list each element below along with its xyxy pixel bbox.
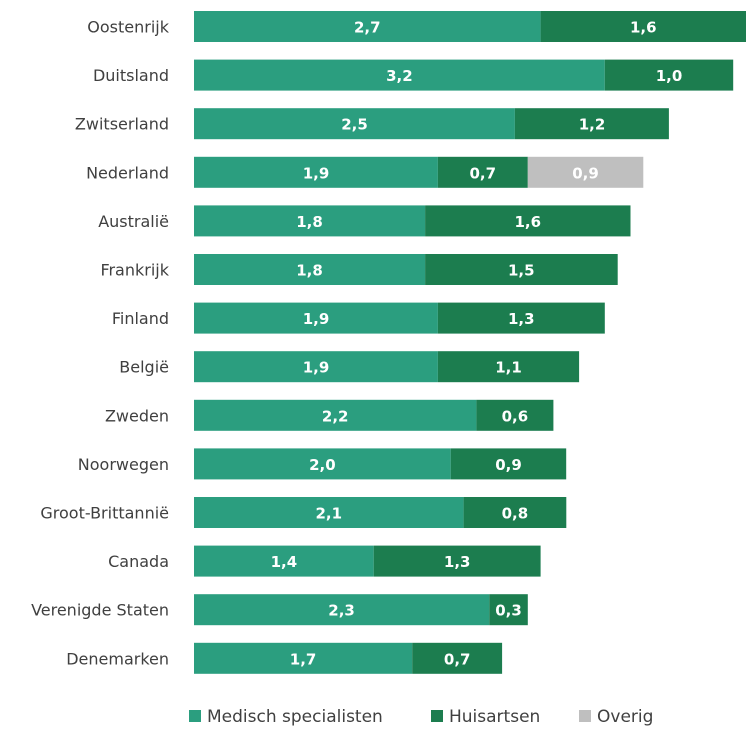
value-label-medisch-specialisten-zwitserland: 2,5 <box>341 116 368 134</box>
category-label-noorwegen: Noorwegen <box>78 455 169 474</box>
value-label-huisartsen-oostenrijk: 1,6 <box>630 19 657 37</box>
legend-swatch-huisartsen <box>431 710 443 722</box>
value-label-huisartsen-australie: 1,6 <box>515 213 542 231</box>
value-label-huisartsen-frankrijk: 1,5 <box>508 262 535 280</box>
bar-medisch-specialisten-nederland <box>194 156 438 188</box>
bar-huisartsen-noorwegen <box>450 448 567 480</box>
bar-medisch-specialisten-oostenrijk <box>194 11 541 42</box>
bar-huisartsen-groot-brittannie <box>463 497 567 528</box>
category-label-finland: Finland <box>112 309 169 328</box>
bar-medisch-specialisten-belgie <box>194 351 438 383</box>
category-label-canada: Canada <box>108 552 169 571</box>
bar-medisch-specialisten-zwitserland <box>194 108 515 140</box>
value-label-huisartsen-nederland: 0,7 <box>470 164 497 182</box>
value-label-huisartsen-canada: 1,3 <box>444 553 471 571</box>
value-label-medisch-specialisten-canada: 1,4 <box>271 553 298 571</box>
bar-overig-nederland <box>527 156 644 188</box>
bar-huisartsen-zwitserland <box>514 108 669 140</box>
value-label-huisartsen-noorwegen: 0,9 <box>495 456 522 474</box>
value-label-medisch-specialisten-denemarken: 1,7 <box>290 650 317 668</box>
bar-huisartsen-duitsland <box>604 59 734 91</box>
value-label-huisartsen-zweden: 0,6 <box>502 407 529 425</box>
bar-medisch-specialisten-denemarken <box>194 642 413 674</box>
value-label-medisch-specialisten-oostenrijk: 2,7 <box>354 19 381 37</box>
value-label-huisartsen-zwitserland: 1,2 <box>579 116 606 134</box>
bar-huisartsen-zweden <box>476 399 554 431</box>
value-label-huisartsen-belgie: 1,1 <box>495 359 522 377</box>
category-label-frankrijk: Frankrijk <box>100 261 169 280</box>
bar-medisch-specialisten-groot-brittannie <box>194 497 464 528</box>
legend: Medisch specialisten Huisartsen Overig <box>189 707 653 727</box>
value-label-huisartsen-verenigde-staten: 0,3 <box>495 602 522 620</box>
bar-medisch-specialisten-finland <box>194 302 438 334</box>
value-label-medisch-specialisten-finland: 1,9 <box>303 310 330 328</box>
value-label-huisartsen-duitsland: 1,0 <box>656 67 683 85</box>
bar-huisartsen-finland <box>437 302 605 334</box>
bar-huisartsen-denemarken <box>412 642 503 674</box>
bar-huisartsen-australie <box>425 205 631 237</box>
legend-swatch-medisch-specialisten <box>189 710 201 722</box>
value-label-medisch-specialisten-nederland: 1,9 <box>303 164 330 182</box>
value-label-medisch-specialisten-zweden: 2,2 <box>322 407 349 425</box>
bar-huisartsen-nederland <box>437 156 528 188</box>
category-label-australie: Australië <box>98 212 169 231</box>
value-label-huisartsen-denemarken: 0,7 <box>444 650 471 668</box>
bar-medisch-specialisten-australie <box>194 205 426 237</box>
value-label-medisch-specialisten-noorwegen: 2,0 <box>309 456 336 474</box>
legend-label-huisartsen: Huisartsen <box>449 707 540 727</box>
category-label-oostenrijk: Oostenrijk <box>87 18 169 37</box>
category-label-duitsland: Duitsland <box>93 66 169 85</box>
value-label-medisch-specialisten-duitsland: 3,2 <box>386 67 413 85</box>
category-label-belgie: België <box>119 358 169 377</box>
bar-medisch-specialisten-duitsland <box>194 59 605 91</box>
value-label-medisch-specialisten-belgie: 1,9 <box>303 359 330 377</box>
value-label-medisch-specialisten-groot-brittannie: 2,1 <box>316 505 343 523</box>
value-label-medisch-specialisten-frankrijk: 1,8 <box>296 262 323 280</box>
bar-medisch-specialisten-verenigde-staten <box>194 594 490 626</box>
category-label-zwitserland: Zwitserland <box>75 115 169 134</box>
category-label-verenigde-staten: Verenigde Staten <box>31 601 169 620</box>
bar-huisartsen-verenigde-staten <box>489 594 528 626</box>
legend-label-overig: Overig <box>597 707 653 727</box>
bar-medisch-specialisten-noorwegen <box>194 448 451 480</box>
bar-huisartsen-frankrijk <box>425 254 618 285</box>
category-label-nederland: Nederland <box>86 163 169 182</box>
value-label-medisch-specialisten-verenigde-staten: 2,3 <box>328 602 355 620</box>
legend-swatch-overig <box>579 710 591 722</box>
bar-medisch-specialisten-zweden <box>194 399 477 431</box>
bars-layer: 2,7 1,6 3,2 1,0 2,5 1,2 1,9 0,7 0,9 1,8 1,6 1,8 1,5 1… <box>194 11 746 674</box>
bar-huisartsen-oostenrijk <box>540 11 746 42</box>
value-label-huisartsen-groot-brittannie: 0,8 <box>502 505 529 523</box>
bar-huisartsen-belgie <box>437 351 580 383</box>
value-label-overig-nederland: 0,9 <box>572 164 599 182</box>
category-labels: Oostenrijk Duitsland Zwitserland Nederland A… <box>31 18 170 669</box>
bar-medisch-specialisten-canada <box>194 545 374 577</box>
bar-medisch-specialisten-frankrijk <box>194 254 426 285</box>
value-label-huisartsen-finland: 1,3 <box>508 310 535 328</box>
bar-huisartsen-canada <box>373 545 541 577</box>
value-label-medisch-specialisten-australie: 1,8 <box>296 213 323 231</box>
category-label-zweden: Zweden <box>105 406 169 425</box>
category-label-denemarken: Denemarken <box>66 649 169 668</box>
legend-label-medisch-specialisten: Medisch specialisten <box>207 707 383 727</box>
category-label-groot-brittannie: Groot-Brittannië <box>40 504 169 523</box>
